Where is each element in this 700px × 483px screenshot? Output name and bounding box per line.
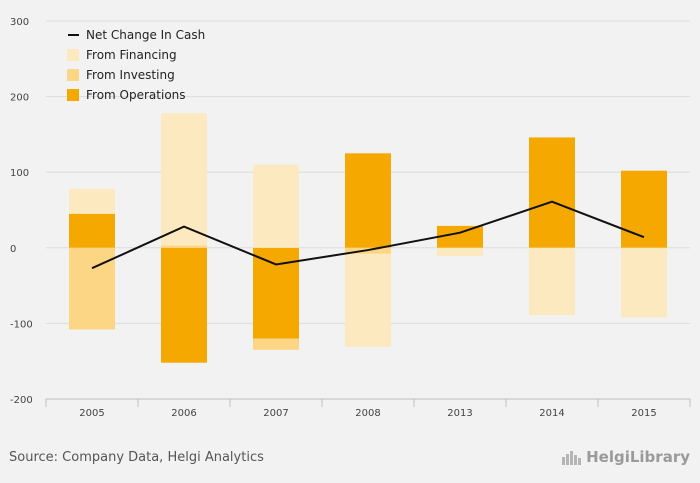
legend-swatch (67, 49, 79, 61)
legend-label: Net Change In Cash (86, 28, 205, 42)
bar-from-operations-2015 (621, 170, 667, 248)
bar-from-financing-2015 (621, 247, 667, 318)
helgi-library-logo: HelgiLibrary (561, 448, 690, 466)
x-axis: 2005 2006 2007 2008 2013 2014 2015 (45, 398, 691, 419)
bar-from-operations-2014 (529, 137, 575, 248)
y-tick-label: 300 (10, 17, 29, 28)
y-tick-label: -200 (10, 395, 33, 406)
x-tick-label: 2013 (447, 408, 472, 419)
bar-from-operations-2013 (437, 225, 483, 248)
source-note: Source: Company Data, Helgi Analytics (9, 450, 264, 465)
x-tick-label: 2014 (539, 408, 564, 419)
legend-label: From Investing (86, 68, 175, 82)
net-change-series-line (91, 200, 645, 270)
x-tick-label: 2007 (263, 408, 288, 419)
logo-text: HelgiLibrary (586, 448, 690, 466)
x-tick-label: 2015 (631, 408, 656, 419)
x-tick-label: 2008 (355, 408, 380, 419)
bar-from-financing-2007 (253, 164, 299, 248)
bar-from-operations-2006 (161, 247, 207, 363)
y-tick-label: 100 (10, 168, 29, 179)
legend: Net Change In Cash From Financing From Inv… (67, 28, 205, 102)
building-icon (562, 451, 582, 465)
bar-from-financing-2008 (345, 253, 391, 347)
bar-from-financing-2006 (161, 113, 207, 246)
net-change-line (91, 200, 645, 270)
legend-swatch (67, 69, 79, 81)
bar-from-financing-2014 (529, 247, 575, 316)
y-tick-label: -100 (10, 319, 33, 330)
x-tick-label: 2006 (171, 408, 196, 419)
bar-from-investing-2007 (253, 338, 299, 350)
y-axis-ticks: 300 200 100 0 -100 -200 (10, 17, 33, 406)
x-tick-label: 2005 (79, 408, 104, 419)
bar-from-investing-2006 (161, 245, 207, 248)
legend-label: From Operations (86, 88, 186, 102)
bar-from-financing-2013 (437, 247, 483, 257)
y-tick-label: 200 (10, 93, 29, 104)
y-tick-label: 0 (10, 244, 16, 255)
bar-from-operations-2008 (345, 153, 391, 248)
bar-from-operations-2005 (69, 213, 115, 248)
bar-from-financing-2005 (69, 188, 115, 214)
legend-swatch (67, 89, 79, 101)
legend-label: From Financing (86, 48, 177, 62)
